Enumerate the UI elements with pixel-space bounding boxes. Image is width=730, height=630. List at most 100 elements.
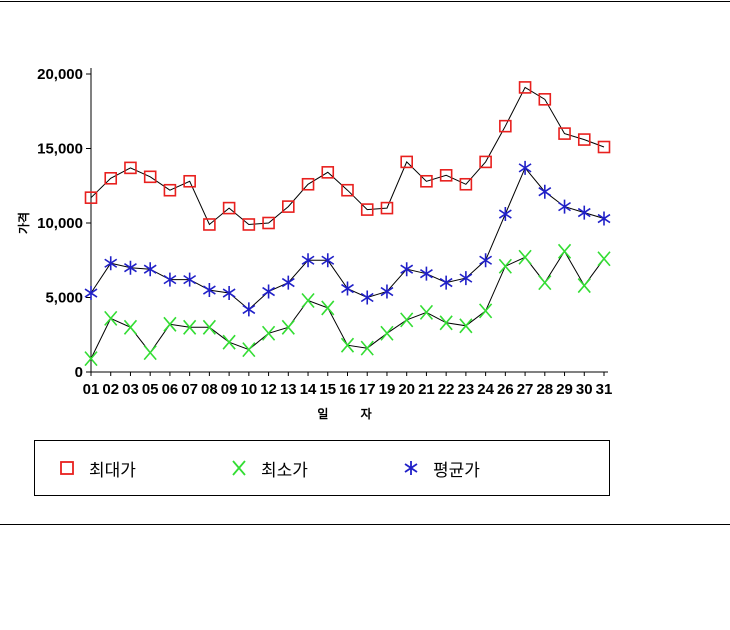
max-point: [124, 161, 137, 175]
avg-point: [479, 253, 493, 268]
x-tick-label: 15: [319, 381, 336, 398]
max-point: [558, 127, 571, 140]
legend-item-min: 최소가: [231, 441, 308, 495]
x-tick-label: 14: [300, 381, 317, 398]
max-point: [360, 203, 374, 216]
avg-point: [143, 262, 157, 277]
min-point: [183, 319, 197, 335]
min-point: [84, 351, 98, 367]
min-point: [281, 319, 295, 335]
min-point: [301, 292, 315, 309]
x-tick-label: 02: [102, 381, 119, 398]
legend-label-min: 최소가: [261, 460, 308, 481]
avg-point: [577, 205, 591, 220]
avg-point: [321, 253, 335, 268]
x-tick-label: 19: [379, 381, 396, 398]
square-marker-icon: [60, 461, 74, 475]
x-tick-label: 24: [477, 381, 494, 398]
min-point: [498, 258, 512, 274]
x-tick-label: 26: [497, 381, 514, 398]
avg-point: [558, 199, 571, 214]
max-point: [499, 119, 512, 133]
x-tick-label: 09: [221, 381, 238, 398]
x-tick-label: 01: [83, 381, 100, 398]
min-point: [242, 342, 256, 358]
legend-label-max: 최대가: [89, 460, 136, 481]
max-point: [577, 133, 591, 146]
max-point: [84, 191, 98, 204]
x-marker-icon: [232, 460, 246, 476]
min-point: [577, 278, 591, 294]
avg-point: [124, 260, 137, 275]
y-axis-title: 가격: [16, 212, 31, 234]
x-tick-label: 22: [438, 381, 455, 398]
series-line-2: [90, 250, 605, 359]
min-point: [321, 300, 335, 316]
x-tick-label: 08: [201, 381, 218, 398]
max-point: [282, 200, 295, 213]
avg-point: [360, 290, 374, 305]
min-point: [104, 310, 118, 326]
min-point: [143, 345, 157, 361]
min-point: [360, 340, 374, 356]
x-axis-title: 일 자: [317, 406, 385, 421]
min-point: [340, 337, 355, 353]
legend-item-avg: 평균가: [403, 441, 480, 495]
min-point: [261, 325, 276, 341]
x-tick-label: 06: [162, 381, 179, 398]
max-point: [242, 218, 256, 231]
x-tick-label: 13: [280, 381, 297, 398]
x-tick-label: 28: [536, 381, 553, 398]
max-point: [439, 169, 453, 182]
min-point: [538, 275, 552, 291]
asterisk-marker-icon: [404, 461, 418, 475]
max-point: [380, 201, 394, 215]
x-tick-label: 20: [398, 381, 415, 398]
max-point: [183, 174, 196, 188]
max-point: [104, 172, 118, 185]
chart-legend: 최대가 최소가 평균가: [34, 440, 610, 496]
x-tick-label: 23: [458, 381, 475, 398]
max-point: [479, 155, 492, 169]
avg-point: [597, 211, 611, 226]
y-tick-label: 20,000: [37, 66, 83, 83]
avg-point: [498, 207, 512, 222]
min-point: [479, 303, 493, 319]
max-point: [518, 81, 532, 94]
avg-point: [380, 284, 394, 299]
avg-point: [222, 286, 236, 301]
min-point: [419, 304, 434, 320]
x-tick-label: 31: [596, 381, 613, 398]
min-point: [202, 319, 216, 335]
avg-point: [400, 262, 414, 277]
avg-point: [538, 184, 552, 199]
min-point: [557, 243, 572, 259]
min-point: [163, 316, 177, 332]
max-point: [420, 174, 433, 188]
x-tick-label: 12: [260, 381, 277, 398]
avg-point: [202, 283, 216, 298]
x-tick-label: 03: [122, 381, 139, 398]
x-tick-label: 30: [576, 381, 593, 398]
max-point: [341, 183, 354, 197]
bottom-rule: [0, 524, 730, 525]
max-point: [538, 93, 552, 106]
min-point: [439, 315, 453, 331]
x-tick-label: 29: [556, 381, 573, 398]
avg-point: [183, 272, 197, 287]
max-point: [321, 166, 335, 179]
min-point: [459, 318, 473, 334]
max-point: [400, 155, 413, 169]
max-point: [459, 177, 473, 191]
avg-point: [419, 266, 433, 281]
avg-point: [262, 284, 276, 299]
y-tick-label: 10,000: [37, 215, 83, 232]
min-point: [222, 334, 236, 350]
x-tick-label: 17: [359, 381, 376, 398]
x-tick-label: 27: [517, 381, 534, 398]
y-tick-label: 5,000: [45, 290, 83, 307]
max-point: [222, 201, 236, 215]
x-tick-label: 05: [142, 381, 159, 398]
min-point: [380, 325, 394, 341]
